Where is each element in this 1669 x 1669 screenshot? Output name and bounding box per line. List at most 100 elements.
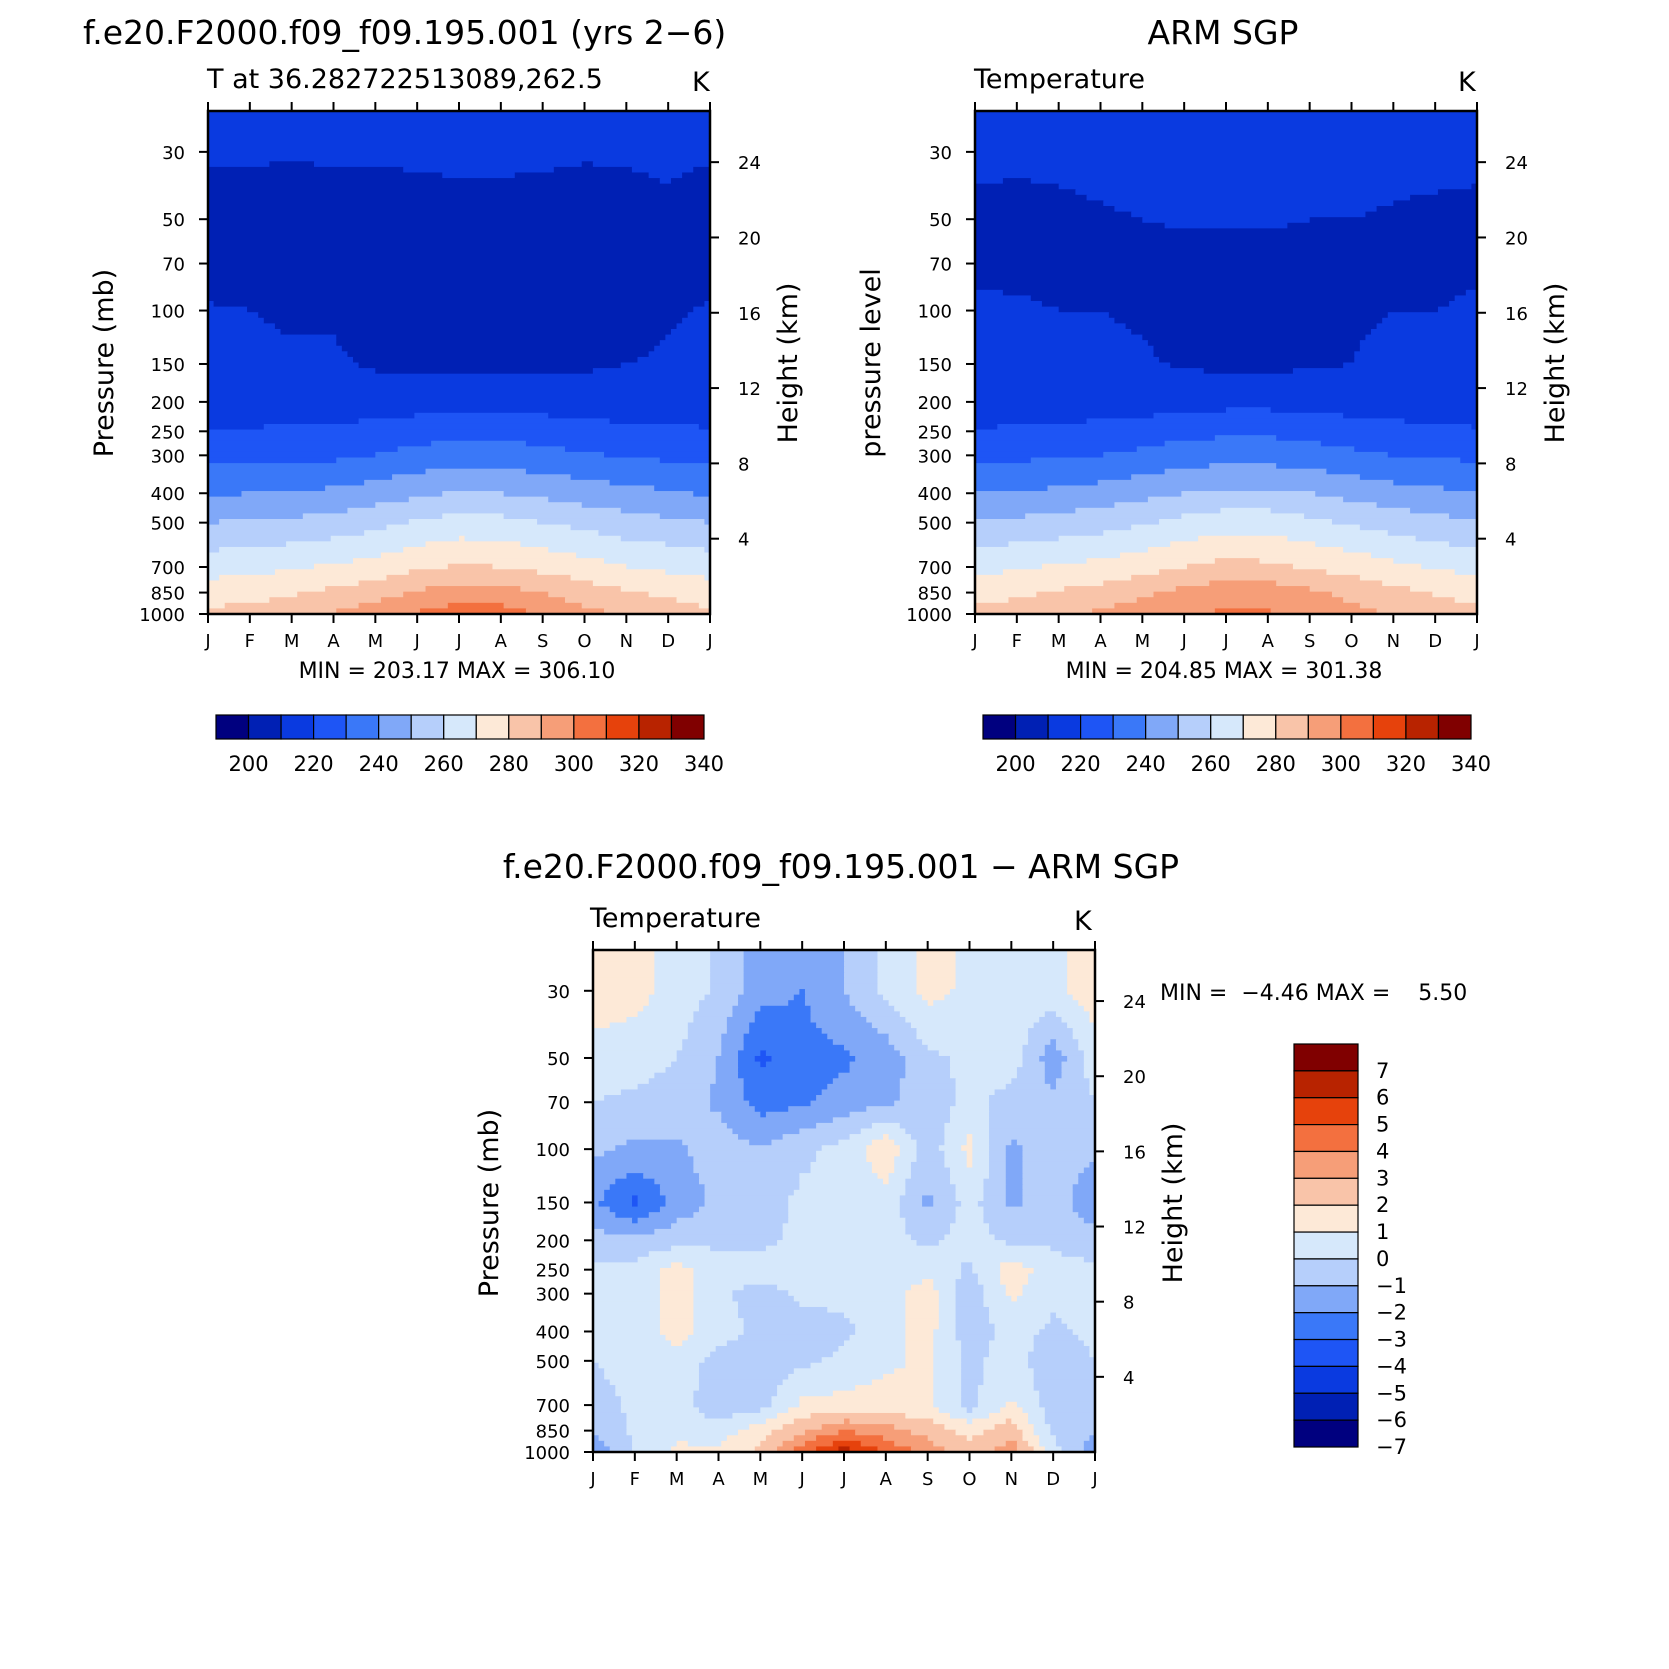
contour-cell [871, 1022, 912, 1029]
panel-model-colorbar: 200 220 240 260 280 300 320 340 [215, 714, 724, 776]
x-tick-label: F [1012, 631, 1022, 652]
contour-cell [866, 1016, 906, 1024]
contour-cell [593, 1306, 661, 1314]
colorbar-swatch [280, 714, 315, 740]
contour-cell [1326, 569, 1456, 576]
x-tick-label: J [414, 631, 420, 652]
contour-cell [1072, 1033, 1095, 1040]
contour-cell [955, 1301, 985, 1308]
contour-cell [336, 608, 421, 614]
colorbar-label: −4 [1376, 1354, 1407, 1378]
contour-cell [593, 1201, 600, 1208]
contour-cell [782, 1234, 912, 1241]
contour-cell [966, 1407, 973, 1414]
y-tick-label: 850 [151, 584, 185, 605]
contour-cell [1354, 351, 1477, 358]
contour-cell [1354, 446, 1477, 453]
contour-cell [782, 1228, 906, 1236]
contour-cell [855, 1055, 906, 1063]
contour-cell [877, 972, 918, 979]
contour-cell [1449, 541, 1477, 548]
contour-cell [860, 1011, 901, 1018]
contour-cell [1067, 989, 1095, 996]
contour-cell [1022, 1173, 1079, 1180]
contour-cell [297, 591, 404, 598]
contour-cell [961, 1362, 985, 1369]
contour-cell [1055, 1039, 1079, 1046]
contour-cell [408, 569, 538, 576]
contour-cell [208, 306, 248, 313]
contour-cell [1432, 591, 1477, 598]
height-tick-label: 24 [1505, 153, 1528, 174]
contour-cell [883, 1178, 890, 1185]
contour-cell [208, 423, 265, 431]
contour-cell [799, 1178, 884, 1185]
contour-cell [1276, 580, 1383, 587]
contour-cell [1365, 334, 1477, 341]
contour-cell [1016, 1072, 1046, 1079]
contour-cell [609, 1446, 633, 1452]
contour-cell [938, 1312, 957, 1319]
contour-cell [1028, 1039, 1051, 1046]
contour-cell [1471, 183, 1477, 190]
contour-cell [1005, 1290, 1024, 1297]
contour-cell [975, 323, 1127, 330]
colorbar-swatch [1293, 1123, 1359, 1153]
contour-cell [989, 1228, 1095, 1236]
contour-cell [208, 328, 282, 336]
y-tick-label: 100 [918, 302, 952, 323]
contour-cell [916, 1028, 1029, 1035]
contour-cell [682, 172, 710, 179]
contour-cell [676, 1217, 789, 1224]
contour-cell [726, 1435, 767, 1442]
contour-cell [975, 407, 1227, 414]
contour-cell [844, 989, 879, 996]
contour-cell [208, 435, 710, 442]
contour-cell [938, 1323, 957, 1330]
contour-cell [975, 485, 1049, 492]
contour-cell [654, 977, 711, 985]
contour-cell [208, 317, 265, 324]
contour-cell [989, 1312, 1051, 1319]
colorbar-label: 220 [294, 752, 334, 776]
contour-cell [593, 1228, 605, 1236]
colorbar-swatch [1242, 714, 1277, 740]
contour-cell [788, 1106, 867, 1113]
height-tick-label: 20 [1505, 228, 1528, 249]
contour-cell [1030, 457, 1461, 464]
contour-cell [972, 1161, 990, 1169]
contour-cell [208, 485, 326, 492]
contour-cell [1404, 418, 1477, 425]
contour-cell [860, 1128, 906, 1135]
contour-cell [403, 591, 549, 598]
contour-cell [1410, 194, 1477, 202]
contour-cell [1343, 412, 1477, 419]
contour-cell [648, 172, 683, 179]
contour-cell [1471, 423, 1477, 431]
contour-cell [972, 1262, 1001, 1269]
contour-cell [782, 1424, 823, 1431]
contour-cell [525, 440, 710, 447]
contour-cell [1067, 977, 1095, 985]
contour-cell [977, 1279, 1001, 1286]
contour-cell [1005, 1240, 1095, 1247]
contour-cell [358, 580, 594, 587]
contour-cell [975, 552, 1121, 559]
contour-cell [975, 524, 1132, 531]
contour-cell [1022, 1284, 1095, 1291]
contour-cell [1304, 513, 1450, 520]
height-tick-label: 12 [1505, 379, 1528, 400]
contour-cell [955, 1334, 996, 1342]
contour-cell [975, 479, 1099, 487]
contour-cell [593, 1262, 672, 1269]
colorbar-swatch [1372, 714, 1407, 740]
contour-cell [975, 267, 1477, 274]
contour-cell [208, 446, 399, 453]
contour-cell [1083, 1440, 1095, 1448]
contour-cell [347, 507, 622, 514]
contour-cell [208, 356, 354, 364]
contour-cell [620, 1396, 694, 1403]
contour-cell [975, 261, 1477, 269]
contour-cell [975, 334, 1143, 341]
contour-cell [933, 1390, 962, 1397]
